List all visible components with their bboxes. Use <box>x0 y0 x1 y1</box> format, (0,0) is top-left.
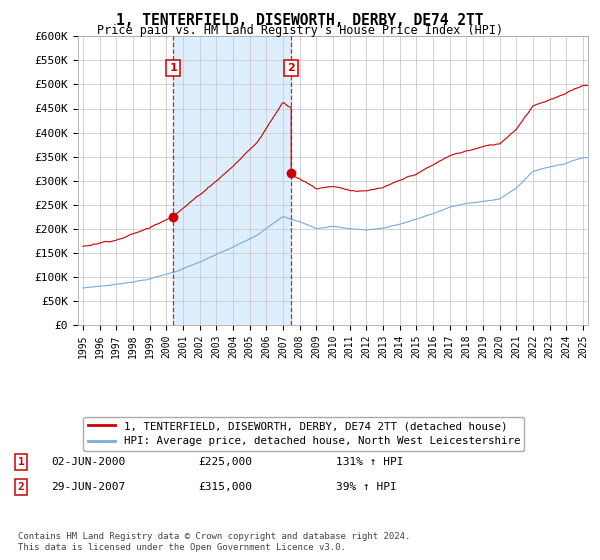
Text: 2: 2 <box>17 482 25 492</box>
Text: £225,000: £225,000 <box>198 457 252 467</box>
Text: 1: 1 <box>17 457 25 467</box>
Legend: 1, TENTERFIELD, DISEWORTH, DERBY, DE74 2TT (detached house), HPI: Average price,: 1, TENTERFIELD, DISEWORTH, DERBY, DE74 2… <box>83 417 524 451</box>
Text: 2: 2 <box>287 63 295 73</box>
Text: 1: 1 <box>169 63 177 73</box>
Text: Price paid vs. HM Land Registry's House Price Index (HPI): Price paid vs. HM Land Registry's House … <box>97 24 503 37</box>
Bar <box>173 36 291 325</box>
Text: Contains HM Land Registry data © Crown copyright and database right 2024.
This d: Contains HM Land Registry data © Crown c… <box>18 532 410 552</box>
Text: 29-JUN-2007: 29-JUN-2007 <box>51 482 125 492</box>
Text: 02-JUN-2000: 02-JUN-2000 <box>51 457 125 467</box>
Text: 131% ↑ HPI: 131% ↑ HPI <box>336 457 404 467</box>
Text: £315,000: £315,000 <box>198 482 252 492</box>
Text: 39% ↑ HPI: 39% ↑ HPI <box>336 482 397 492</box>
Text: 1, TENTERFIELD, DISEWORTH, DERBY, DE74 2TT: 1, TENTERFIELD, DISEWORTH, DERBY, DE74 2… <box>116 13 484 28</box>
